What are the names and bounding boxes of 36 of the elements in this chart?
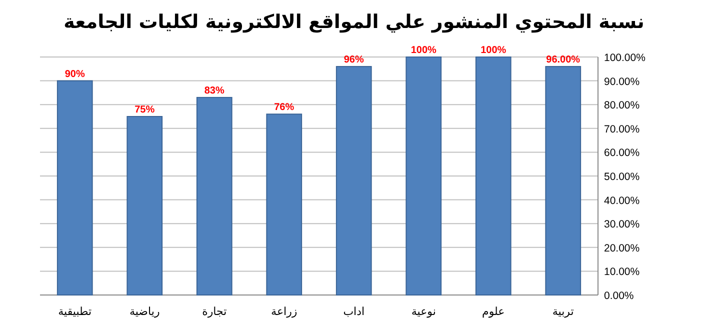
data-label: 100% xyxy=(410,45,437,56)
y-tick-label: 70.00% xyxy=(604,123,640,136)
chart-title: نسبة المحتوي المنشور علي المواقع الالكترونية لكليات الجامعة xyxy=(64,11,644,33)
bar xyxy=(336,66,372,296)
data-label: 83% xyxy=(204,85,224,96)
bar xyxy=(196,96,232,296)
y-tick-label: 60.00% xyxy=(604,147,640,160)
x-tick-label: اداب xyxy=(343,305,365,318)
y-tick-label: 20.00% xyxy=(604,242,640,254)
bar xyxy=(475,56,512,296)
y-tick-label: 90.00% xyxy=(604,76,640,88)
data-label: 76% xyxy=(274,102,294,114)
x-tick-label: تربية xyxy=(552,305,574,318)
bar xyxy=(56,80,93,296)
bar xyxy=(545,66,582,296)
x-tick-label: زراعة xyxy=(271,305,298,318)
data-label: 75% xyxy=(134,104,155,116)
x-tick-label: علوم xyxy=(482,305,505,318)
x-tick-label: تجارة xyxy=(202,305,227,318)
bar xyxy=(126,116,163,296)
y-tick-label: 50.00% xyxy=(604,171,640,183)
x-tick-label: رياضية xyxy=(129,305,160,318)
x-tick-label: نوعية xyxy=(411,305,436,318)
y-tick-label: 80.00% xyxy=(604,100,640,112)
data-label: 96.00% xyxy=(546,54,580,66)
data-label: 90% xyxy=(64,68,85,80)
y-tick-label: 40.00% xyxy=(604,194,640,207)
data-label: 100% xyxy=(480,45,506,56)
y-tick-label: 10.00% xyxy=(604,266,640,278)
bar xyxy=(266,114,302,296)
y-tick-label: 0.00% xyxy=(604,290,634,302)
data-label: 96% xyxy=(344,54,364,66)
x-tick-label: تطبيقية xyxy=(58,305,92,318)
y-tick-label: 30.00% xyxy=(604,218,640,231)
y-tick-label: 100.00% xyxy=(604,52,646,64)
bar xyxy=(406,56,442,296)
